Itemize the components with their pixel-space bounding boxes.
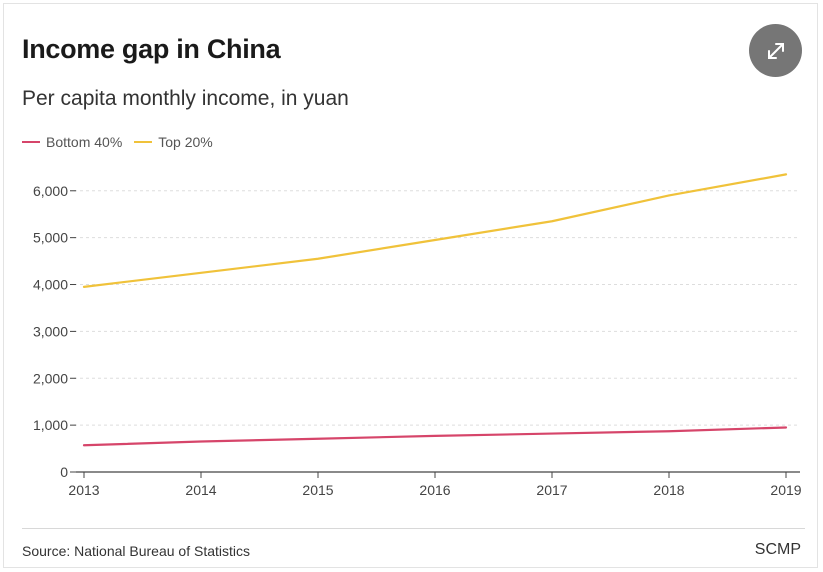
grid-layer (74, 190, 800, 426)
legend-swatch-bottom-40 (22, 141, 40, 143)
brand-label: SCMP (754, 541, 801, 558)
legend-label-top-20: Top 20% (158, 134, 213, 150)
x-tick-label: 2019 (770, 482, 801, 498)
chart-title: Income gap in China (22, 34, 281, 64)
legend-item-top-20: Top 20% (134, 134, 213, 150)
series-line-bottom-40 (82, 426, 788, 447)
x-tick-label: 2016 (419, 482, 450, 498)
expand-button[interactable] (749, 24, 802, 77)
chart-legend: Bottom 40% Top 20% (22, 134, 225, 150)
y-tick-label: 0 (60, 464, 68, 480)
x-tick-label: 2015 (302, 482, 333, 498)
footer-divider (22, 528, 805, 529)
y-tick-label: 1,000 (33, 417, 68, 433)
chart-card (3, 3, 818, 568)
y-tick-label: 3,000 (33, 323, 68, 339)
x-tick-label: 2017 (536, 482, 567, 498)
expand-arrows-icon (767, 42, 784, 59)
legend-label-bottom-40: Bottom 40% (46, 134, 123, 150)
y-tick-label: 5,000 (33, 230, 68, 246)
series-layer (82, 173, 788, 447)
series-line-top-20 (82, 173, 788, 288)
x-tick-label: 2018 (653, 482, 684, 498)
axis-layer: 0 1,000 2,000 3,000 4,000 5,000 6,000 2013 2014 2… (33, 183, 802, 498)
legend-item-bottom-40: Bottom 40% (22, 134, 122, 150)
legend-swatch-top-20 (134, 141, 153, 143)
x-tick-label: 2014 (185, 482, 216, 498)
source-note: Source: National Bureau of Statistics (22, 543, 251, 559)
chart-subtitle: Per capita monthly income, in yuan (22, 87, 349, 110)
y-tick-label: 4,000 (33, 277, 68, 293)
x-tick-label: 2013 (68, 482, 99, 498)
y-tick-label: 2,000 (33, 370, 68, 386)
y-tick-label: 6,000 (33, 183, 68, 199)
